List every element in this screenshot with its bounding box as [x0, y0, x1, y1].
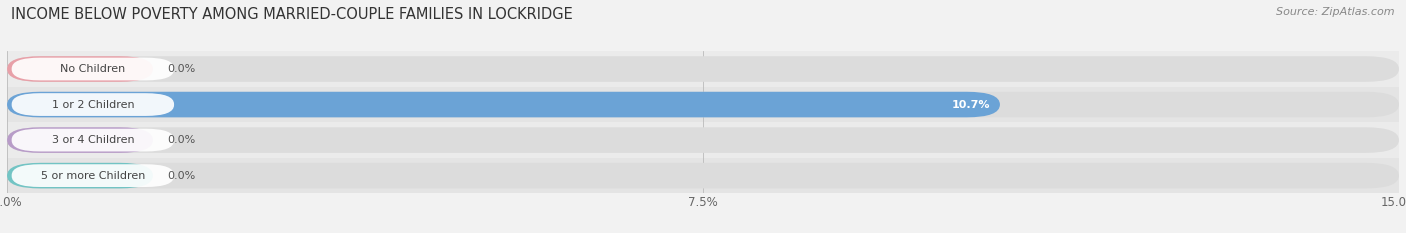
FancyBboxPatch shape [7, 92, 1399, 117]
Text: 3 or 4 Children: 3 or 4 Children [52, 135, 134, 145]
Text: 0.0%: 0.0% [167, 64, 195, 74]
FancyBboxPatch shape [7, 122, 1399, 158]
FancyBboxPatch shape [7, 127, 153, 153]
FancyBboxPatch shape [11, 58, 174, 80]
Text: Source: ZipAtlas.com: Source: ZipAtlas.com [1277, 7, 1395, 17]
FancyBboxPatch shape [7, 127, 1399, 153]
FancyBboxPatch shape [7, 158, 1399, 193]
FancyBboxPatch shape [7, 163, 1399, 188]
FancyBboxPatch shape [7, 163, 153, 188]
FancyBboxPatch shape [7, 56, 153, 82]
FancyBboxPatch shape [7, 92, 1000, 117]
FancyBboxPatch shape [11, 93, 174, 116]
FancyBboxPatch shape [11, 164, 174, 187]
Text: 0.0%: 0.0% [167, 135, 195, 145]
FancyBboxPatch shape [11, 129, 174, 151]
Text: 10.7%: 10.7% [952, 99, 991, 110]
Text: INCOME BELOW POVERTY AMONG MARRIED-COUPLE FAMILIES IN LOCKRIDGE: INCOME BELOW POVERTY AMONG MARRIED-COUPL… [11, 7, 574, 22]
Text: 0.0%: 0.0% [167, 171, 195, 181]
FancyBboxPatch shape [7, 51, 1399, 87]
FancyBboxPatch shape [7, 56, 1399, 82]
Text: 5 or more Children: 5 or more Children [41, 171, 145, 181]
Text: 1 or 2 Children: 1 or 2 Children [52, 99, 134, 110]
Text: No Children: No Children [60, 64, 125, 74]
FancyBboxPatch shape [7, 87, 1399, 122]
